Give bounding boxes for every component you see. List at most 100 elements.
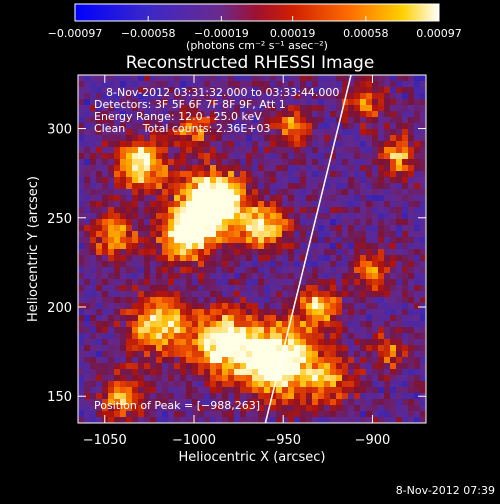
heatmap-cell	[234, 129, 241, 136]
heatmap-cell	[336, 159, 343, 166]
heatmap-cell	[324, 381, 331, 388]
heatmap-cell	[114, 183, 121, 190]
heatmap-cell	[414, 123, 421, 130]
heatmap-cell	[318, 99, 325, 106]
heatmap-cell	[396, 147, 403, 154]
heatmap-cell	[210, 273, 217, 280]
heatmap-cell	[216, 93, 223, 100]
heatmap-cell	[294, 219, 301, 226]
heatmap-cell	[150, 195, 157, 202]
heatmap-cell	[366, 93, 373, 100]
heatmap-cell	[366, 105, 373, 112]
heatmap-cell	[222, 237, 229, 244]
heatmap-cell	[288, 81, 295, 88]
heatmap-cell	[96, 345, 103, 352]
heatmap-cell	[372, 405, 379, 412]
heatmap-cell	[258, 237, 265, 244]
heatmap-cell	[114, 261, 121, 268]
heatmap-cell	[180, 321, 187, 328]
heatmap-cell	[114, 243, 121, 250]
heatmap-cell	[132, 99, 139, 106]
heatmap-cell	[318, 315, 325, 322]
heatmap-cell	[330, 405, 337, 412]
heatmap-cell	[240, 375, 247, 382]
heatmap-cell	[78, 297, 85, 304]
heatmap-cell	[102, 231, 109, 238]
heatmap-cell	[420, 279, 426, 286]
heatmap-cell	[192, 309, 199, 316]
heatmap-cell	[342, 243, 349, 250]
heatmap-cell	[198, 141, 205, 148]
heatmap-cell	[96, 273, 103, 280]
heatmap-cell	[144, 405, 151, 412]
heatmap-cell	[354, 399, 361, 406]
heatmap-cell	[210, 213, 217, 220]
heatmap-cell	[246, 339, 253, 346]
heatmap-cell	[342, 345, 349, 352]
heatmap-cell	[138, 393, 145, 400]
heatmap-cell	[252, 267, 259, 274]
heatmap-cell	[168, 231, 175, 238]
heatmap-cell	[378, 291, 385, 298]
heatmap-cell	[264, 141, 271, 148]
heatmap-cell	[342, 75, 349, 82]
heatmap-cell	[84, 237, 91, 244]
heatmap-cell	[168, 249, 175, 256]
heatmap-cell	[282, 225, 289, 232]
heatmap-cell	[84, 309, 91, 316]
heatmap-cell	[114, 219, 121, 226]
heatmap-cell	[270, 255, 277, 262]
heatmap-cell	[372, 183, 379, 190]
heatmap-cell	[186, 237, 193, 244]
heatmap-cell	[264, 225, 271, 232]
heatmap-cell	[198, 303, 205, 310]
heatmap-cell	[210, 339, 217, 346]
heatmap-cell	[258, 171, 265, 178]
heatmap-cell	[228, 93, 235, 100]
heatmap-cell	[204, 177, 211, 184]
heatmap-cell	[132, 255, 139, 262]
heatmap-cell	[204, 123, 211, 130]
heatmap-cell	[246, 213, 253, 220]
heatmap-cell	[252, 237, 259, 244]
heatmap-cell	[420, 387, 426, 394]
heatmap-cell	[162, 243, 169, 250]
heatmap-cell	[192, 147, 199, 154]
heatmap-cell	[366, 375, 373, 382]
heatmap-cell	[126, 99, 133, 106]
heatmap-cell	[414, 321, 421, 328]
heatmap-cell	[252, 303, 259, 310]
heatmap-cell	[330, 279, 337, 286]
heatmap-cell	[102, 111, 109, 118]
heatmap-cell	[84, 93, 91, 100]
heatmap-cell	[120, 195, 127, 202]
heatmap-cell	[336, 87, 343, 94]
heatmap-cell	[216, 315, 223, 322]
heatmap-cell	[144, 333, 151, 340]
heatmap-cell	[234, 231, 241, 238]
heatmap-cell	[336, 291, 343, 298]
heatmap-cell	[138, 207, 145, 214]
heatmap-cell	[408, 315, 415, 322]
heatmap-cell	[342, 285, 349, 292]
heatmap-cell	[108, 219, 115, 226]
heatmap-cell	[342, 135, 349, 142]
heatmap-cell	[186, 273, 193, 280]
heatmap-cell	[114, 165, 121, 172]
heatmap-cell	[306, 255, 313, 262]
heatmap-cell	[246, 147, 253, 154]
heatmap-cell	[96, 387, 103, 394]
heatmap-cell	[222, 123, 229, 130]
heatmap-cell	[390, 195, 397, 202]
heatmap-cell	[288, 327, 295, 334]
heatmap-cell	[342, 237, 349, 244]
heatmap-cell	[90, 129, 97, 136]
heatmap-cell	[120, 417, 127, 423]
heatmap-cell	[318, 273, 325, 280]
heatmap-cell	[156, 81, 163, 88]
heatmap-cell	[126, 381, 133, 388]
heatmap-cell	[168, 381, 175, 388]
heatmap-cell	[408, 267, 415, 274]
heatmap-cell	[372, 111, 379, 118]
